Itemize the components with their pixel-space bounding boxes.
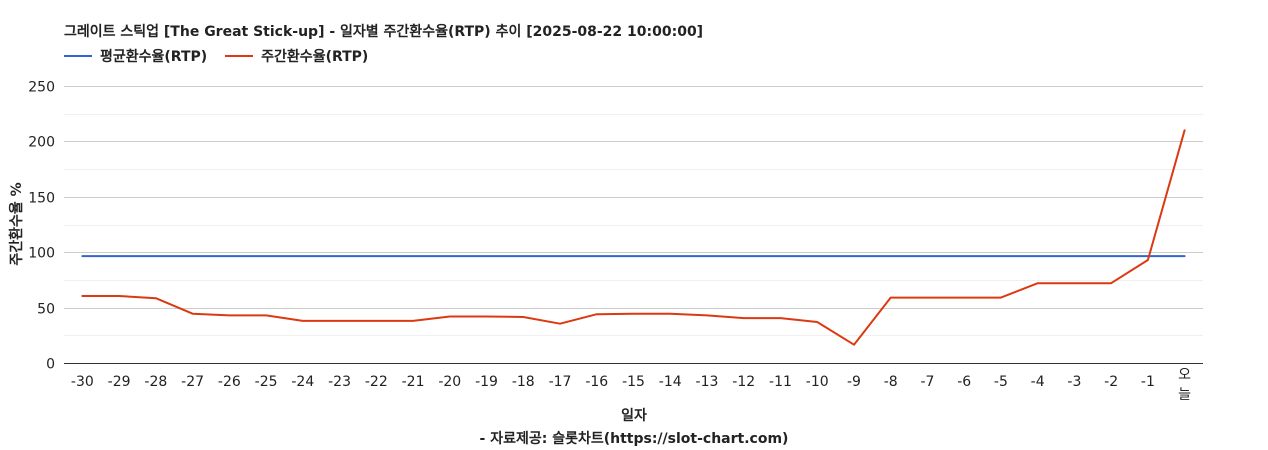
x-tick-label: -3 [1067, 374, 1081, 390]
x-tick-label: -25 [255, 374, 278, 390]
x-tick-label: -13 [696, 374, 719, 390]
x-tick-label: -1 [1141, 374, 1155, 390]
x-tick-label: -17 [549, 374, 572, 390]
y-tick-label: 200 [28, 135, 55, 151]
x-tick-label: -10 [806, 374, 829, 390]
x-tick-label: -23 [328, 374, 351, 390]
x-tick-label: -2 [1104, 374, 1118, 390]
legend-item-average[interactable]: 평균환수율(RTP) [64, 46, 207, 66]
x-tick-label: -27 [181, 374, 204, 390]
x-tick-label: -30 [71, 374, 94, 390]
x-tick-label: -21 [402, 374, 425, 390]
x-tick-label: -18 [512, 374, 535, 390]
x-tick-label: -15 [622, 374, 645, 390]
x-tick-label: -26 [218, 374, 241, 390]
legend-label-weekly: 주간환수율(RTP) [261, 49, 369, 65]
legend-swatch-average [64, 55, 92, 57]
x-tick-label: -11 [769, 374, 792, 390]
x-tick-label: -20 [438, 374, 461, 390]
y-tick-label: 150 [28, 191, 55, 207]
chart-legend: 평균환수율(RTP) 주간환수율(RTP) [64, 46, 386, 66]
legend-label-average: 평균환수율(RTP) [100, 49, 208, 65]
y-tick-label: 0 [46, 357, 55, 373]
y-axis-label: 주간환수율 % [9, 182, 25, 266]
y-tick-label: 250 [28, 80, 55, 96]
legend-swatch-weekly [225, 55, 254, 57]
x-tick-label: -22 [365, 374, 388, 390]
y-tick-label: 100 [28, 246, 55, 262]
x-tick-label-char: 오 [1178, 367, 1191, 383]
x-tick-label: -24 [291, 374, 314, 390]
y-tick-label: 50 [37, 302, 55, 318]
x-tick-label: -16 [585, 374, 608, 390]
x-tick-label: -14 [659, 374, 682, 390]
x-tick-label: -6 [957, 374, 971, 390]
x-tick-label: -28 [144, 374, 167, 390]
series-line-weekly-rtp [81, 129, 1186, 346]
x-tick-label: -9 [847, 374, 861, 390]
chart-title: 그레이트 스틱업 [The Great Stick-up] - 일자별 주간환수… [64, 24, 704, 40]
x-axis-label: 일자 [621, 408, 647, 424]
x-tick-label: -4 [1031, 374, 1045, 390]
legend-item-weekly[interactable]: 주간환수율(RTP) [225, 46, 368, 66]
x-tick-label: -7 [920, 374, 934, 390]
source-credit: - 자료제공: 슬롯차트(https://slot-chart.com) [479, 431, 789, 447]
x-tick-label: -5 [994, 374, 1008, 390]
x-tick-label: -29 [108, 374, 131, 390]
x-tick-label: -12 [732, 374, 755, 390]
x-tick-label: -19 [475, 374, 498, 390]
x-tick-label-char: 늘 [1178, 387, 1191, 403]
x-tick-label: -8 [884, 374, 898, 390]
